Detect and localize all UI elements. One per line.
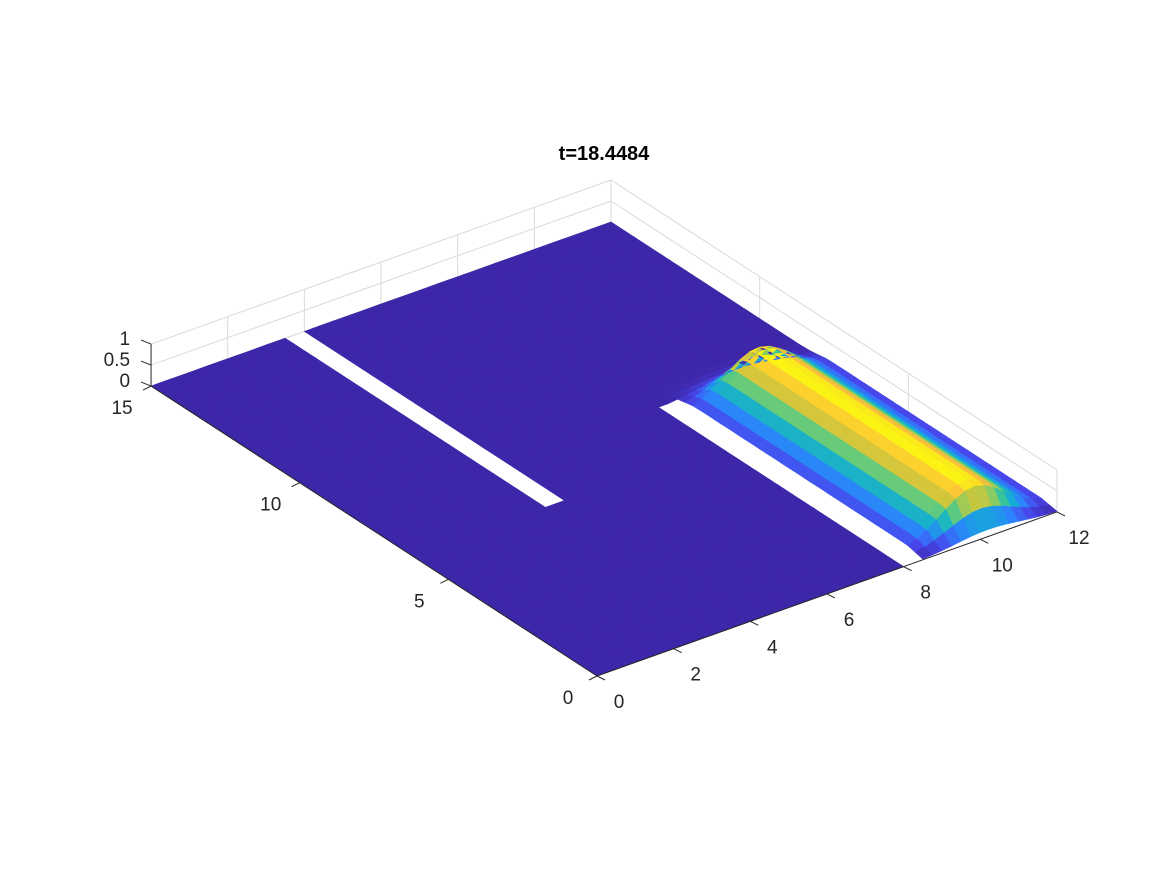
- axis-line: [588, 675, 598, 681]
- y-tick-label: 15: [111, 398, 132, 419]
- axis-line: [980, 538, 989, 544]
- axis-line: [291, 482, 300, 488]
- z-tick-label: 0.5: [104, 350, 130, 371]
- axis-line: [142, 385, 152, 391]
- x-tick-label: 10: [992, 555, 1013, 576]
- grid-line: [610, 179, 1058, 471]
- x-tick-label: 6: [844, 610, 855, 631]
- x-tick-label: 2: [690, 665, 701, 686]
- axis-line: [140, 339, 152, 345]
- grid-line: [610, 200, 1058, 492]
- axis-line: [440, 578, 449, 584]
- surface: [150, 221, 1058, 677]
- grid-line: [150, 200, 612, 366]
- axis-line: [140, 360, 152, 366]
- axis-line: [1056, 511, 1066, 517]
- x-tick-label: 12: [1068, 528, 1089, 549]
- y-tick-label: 0: [563, 688, 574, 709]
- x-tick-label: 4: [767, 637, 778, 658]
- axis-line: [596, 675, 606, 681]
- x-tick-label: 0: [614, 692, 625, 713]
- grid-line: [150, 179, 612, 345]
- axis-line: [150, 385, 598, 677]
- y-tick-label: 10: [260, 495, 281, 516]
- axis-line: [750, 620, 759, 626]
- axis-line: [673, 648, 682, 654]
- chart-title: t=18.4484: [559, 143, 651, 165]
- x-tick-label: 8: [920, 583, 931, 604]
- axis-line: [903, 566, 912, 572]
- surface-patch: [1039, 504, 1058, 515]
- z-tick-label: 1: [119, 329, 130, 350]
- axis-line: [826, 593, 836, 599]
- z-tick-label: 0: [119, 371, 130, 392]
- axis-line: [140, 381, 152, 387]
- y-tick-label: 5: [414, 591, 425, 612]
